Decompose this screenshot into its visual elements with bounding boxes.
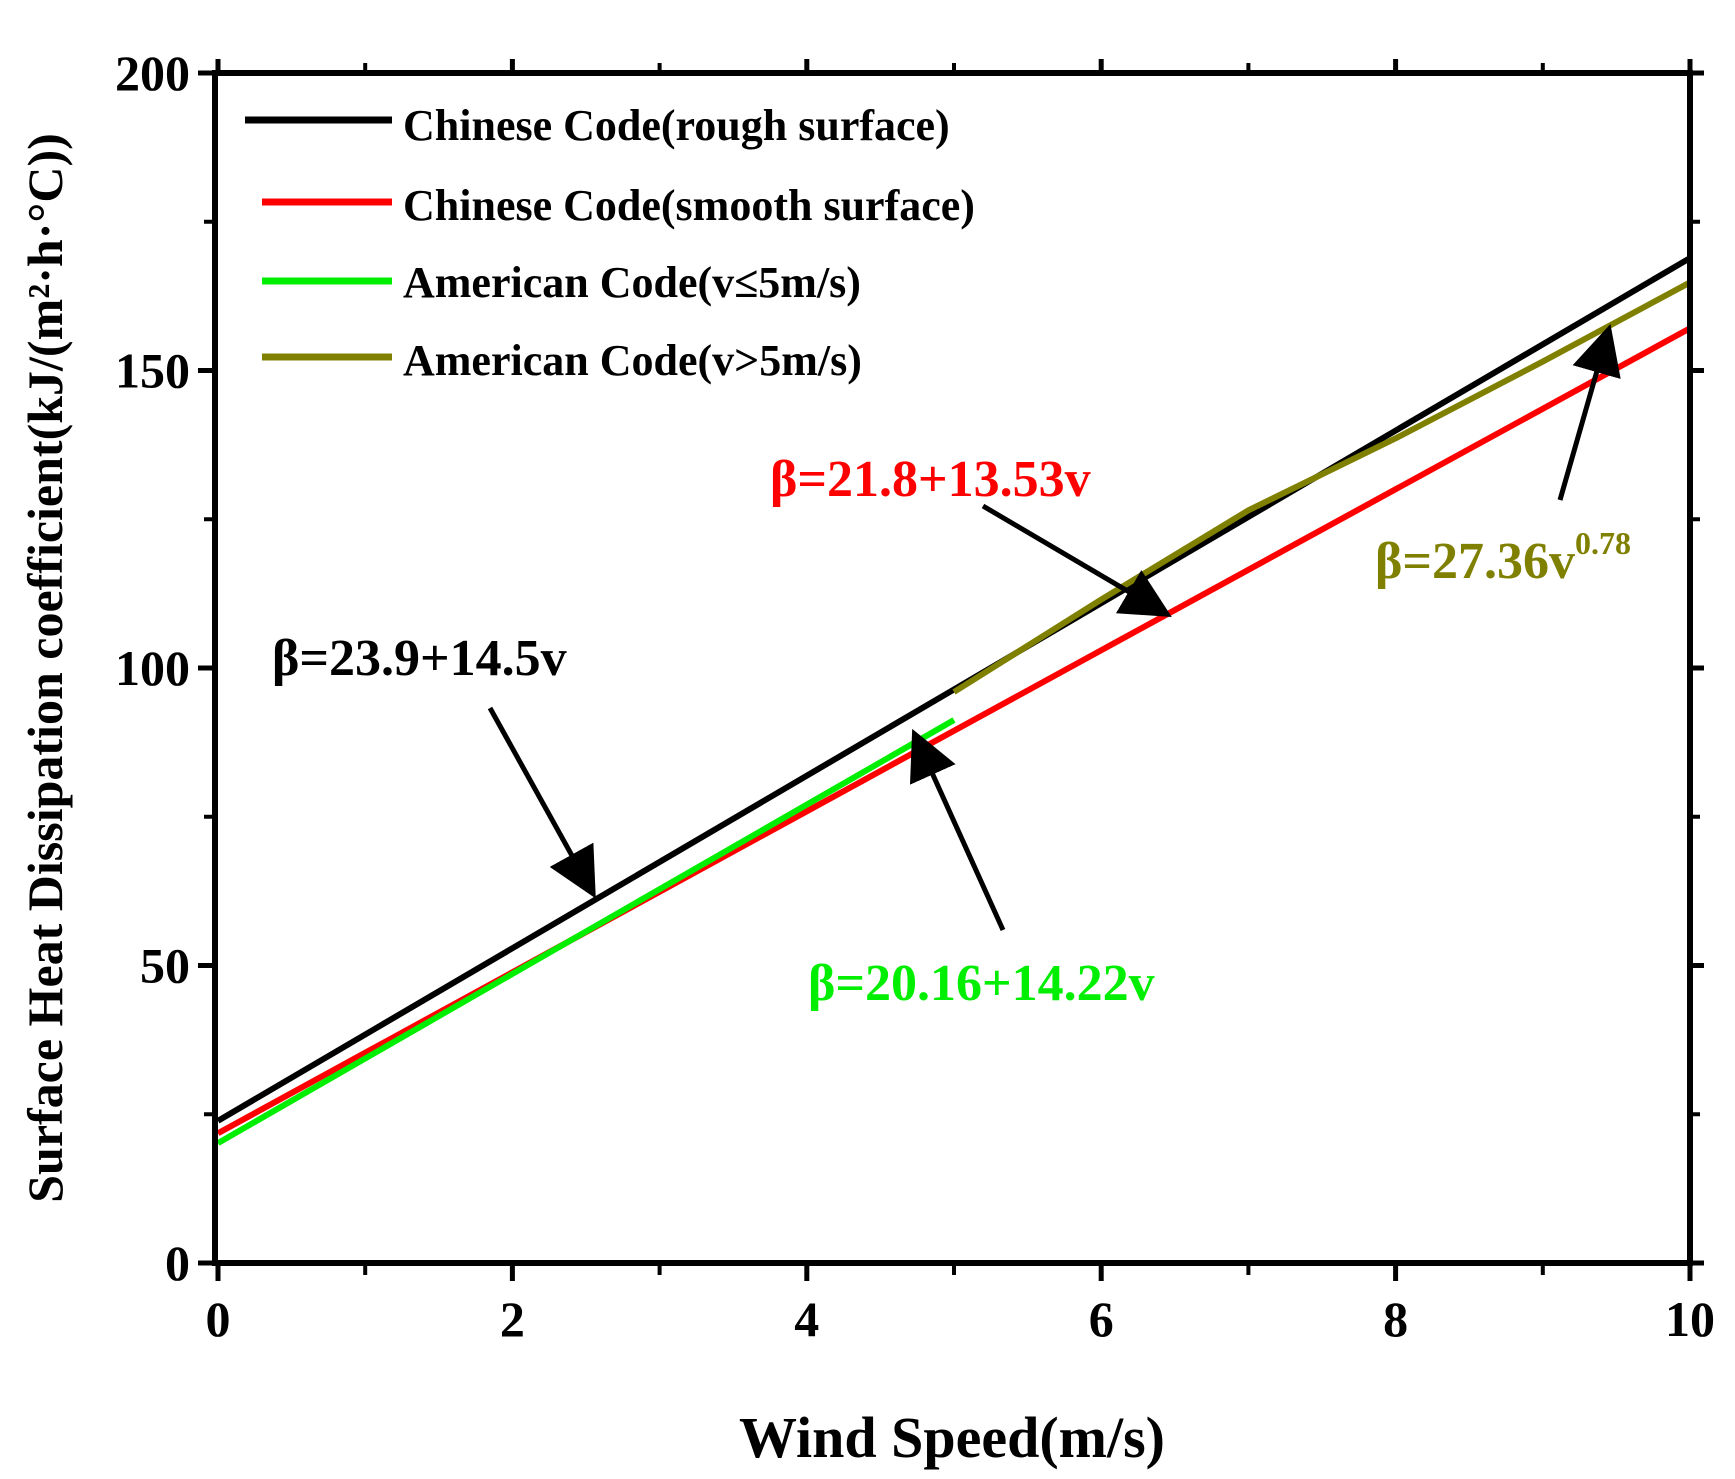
legend-label-smooth: Chinese Code(smooth surface) bbox=[403, 181, 975, 230]
series-layer bbox=[216, 255, 1692, 1146]
legend-label-american-low: American Code(v≤5m/s) bbox=[403, 258, 861, 307]
x-tick-label: 10 bbox=[1665, 1291, 1715, 1347]
y-tick-label: 0 bbox=[165, 1235, 190, 1291]
annotation-american-high-base: β=27.36v bbox=[1375, 533, 1575, 590]
annotations: β=23.9+14.5v β=21.8+13.53v β=20.16+14.22… bbox=[272, 324, 1631, 1012]
x-tick-label: 8 bbox=[1383, 1291, 1408, 1347]
y-axis-title: Surface Heat Dissipation coefficient(kJ/… bbox=[17, 133, 73, 1203]
x-tick-label: 6 bbox=[1089, 1291, 1114, 1347]
annotation-smooth-arrow bbox=[981, 503, 1172, 617]
annotation-american-low-equation: β=20.16+14.22v bbox=[808, 955, 1155, 1012]
y-tick-label: 50 bbox=[140, 938, 190, 994]
annotation-american-high-exponent: 0.78 bbox=[1575, 525, 1631, 561]
x-tick-label: 0 bbox=[206, 1291, 231, 1347]
annotation-rough-equation: β=23.9+14.5v bbox=[272, 630, 567, 687]
annotation-smooth-equation: β=21.8+13.53v bbox=[770, 451, 1091, 508]
x-tick-label: 2 bbox=[500, 1291, 525, 1347]
x-axis-title: Wind Speed(m/s) bbox=[739, 1405, 1165, 1470]
series-line-3 bbox=[952, 279, 1692, 695]
legend: Chinese Code(rough surface) Chinese Code… bbox=[245, 101, 975, 385]
y-tick-label: 150 bbox=[115, 343, 190, 399]
y-tick-label: 200 bbox=[115, 45, 190, 101]
legend-label-american-high: American Code(v>5m/s) bbox=[403, 336, 862, 385]
x-tick-label: 4 bbox=[794, 1291, 819, 1347]
annotation-american-low-arrow bbox=[909, 728, 1006, 932]
y-tick-label: 100 bbox=[115, 640, 190, 696]
legend-label-rough: Chinese Code(rough surface) bbox=[403, 101, 950, 150]
series-line-2 bbox=[216, 717, 956, 1146]
annotation-rough-arrow bbox=[487, 706, 596, 899]
annotation-american-high-equation: β=27.36v0.78 bbox=[1375, 525, 1631, 590]
annotation-american-high-arrow bbox=[1557, 324, 1621, 501]
series-line-1 bbox=[216, 325, 1692, 1136]
